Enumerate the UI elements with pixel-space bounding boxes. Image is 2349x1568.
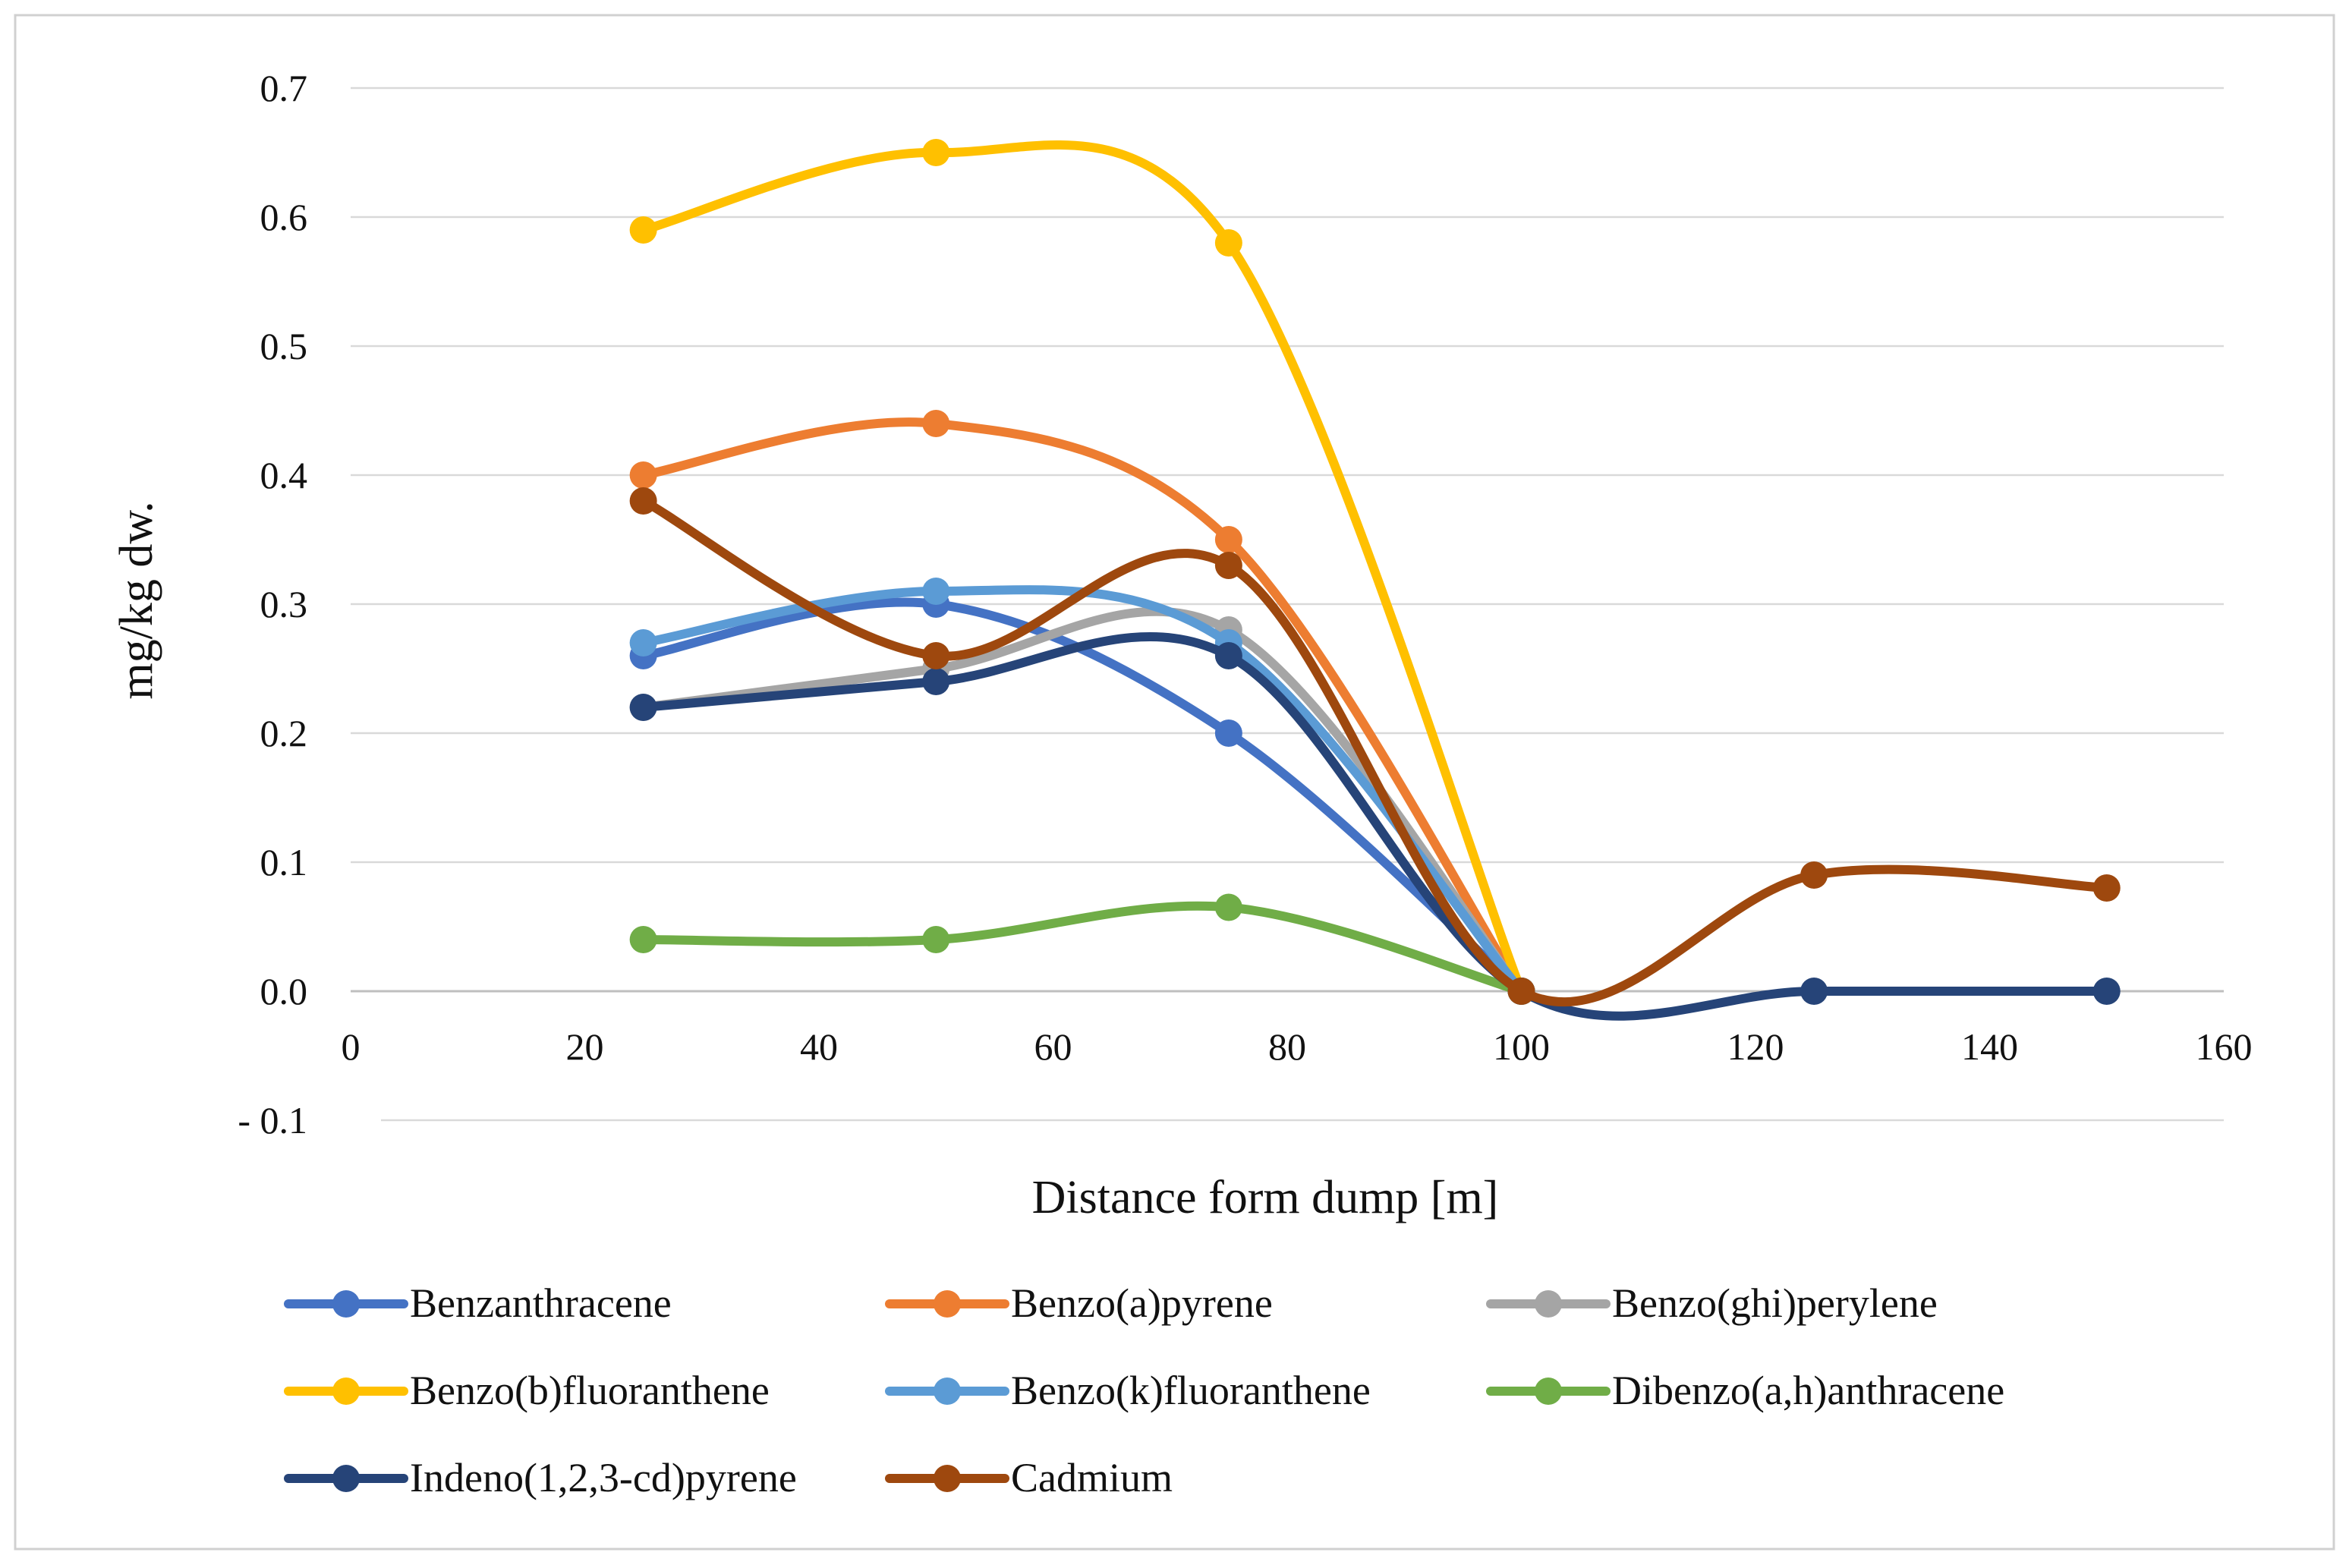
legend-item: Benzo(b)fluoranthene <box>284 1368 770 1413</box>
x-tick-label: 80 <box>1268 1025 1306 1068</box>
y-tick-label: - 0.1 <box>238 1099 307 1141</box>
data-point <box>629 629 657 656</box>
legend-marker <box>934 1465 961 1492</box>
legend-label: Benzo(b)fluoranthene <box>410 1368 770 1413</box>
data-point <box>922 668 950 695</box>
legend-label: Benzo(k)fluoranthene <box>1011 1368 1371 1413</box>
series-line <box>638 901 1526 996</box>
series-lines <box>629 139 2121 1021</box>
x-tick-label: 40 <box>800 1025 838 1068</box>
legend-label: Indeno(1,2,3-cd)pyrene <box>410 1455 797 1500</box>
y-tick-label: 0.5 <box>260 325 308 367</box>
chart-frame <box>14 14 2335 1551</box>
legend-marker <box>332 1378 360 1405</box>
data-point <box>1214 526 1242 553</box>
data-point <box>629 216 657 244</box>
data-point <box>922 139 950 166</box>
data-point <box>922 578 950 605</box>
y-tick-label: 0.0 <box>260 970 308 1012</box>
x-tick-label: 160 <box>2196 1025 2253 1068</box>
data-point <box>629 694 657 721</box>
legend-item: Benzo(ghi)perylene <box>1486 1280 1938 1326</box>
y-axis-title: mg/kg dw. <box>111 501 162 699</box>
series-line <box>638 417 1526 996</box>
x-tick-label: 100 <box>1493 1025 1550 1068</box>
x-tick-label: 60 <box>1034 1025 1072 1068</box>
data-point <box>629 926 657 953</box>
y-tick-label: 0.6 <box>260 196 308 238</box>
legend-marker <box>1535 1290 1562 1318</box>
x-tick-label: 140 <box>1961 1025 2018 1068</box>
legend-item: Cadmium <box>885 1455 1173 1500</box>
series-line <box>638 597 1526 996</box>
legend-label: Cadmium <box>1011 1455 1173 1500</box>
legend-item: Indeno(1,2,3-cd)pyrene <box>284 1455 797 1500</box>
data-point <box>2092 874 2121 902</box>
x-tick-label: 120 <box>1727 1025 1784 1068</box>
y-tick-label: 0.7 <box>260 67 308 109</box>
legend-item: Benzanthracene <box>284 1280 672 1326</box>
series-7 <box>629 487 2121 1006</box>
data-point <box>1800 978 1828 1005</box>
x-tick-label: 0 <box>342 1025 361 1068</box>
y-tick-label: 0.1 <box>260 841 308 883</box>
data-point <box>629 487 657 515</box>
y-tick-label: 0.3 <box>260 583 308 625</box>
legend-item: Benzo(a)pyrene <box>885 1280 1273 1326</box>
data-point <box>2092 978 2121 1005</box>
legend-label: Benzo(a)pyrene <box>1011 1280 1273 1326</box>
x-axis-title: Distance form dump [m] <box>1032 1172 1499 1223</box>
series-line <box>638 140 1526 996</box>
legend-label: Benzanthracene <box>410 1280 672 1326</box>
legend-marker <box>332 1290 360 1318</box>
y-tick-label: 0.4 <box>260 454 308 496</box>
data-point <box>1214 552 1242 579</box>
x-tick-label: 20 <box>566 1025 604 1068</box>
data-point <box>922 410 950 437</box>
series-line <box>638 632 2111 1021</box>
data-point <box>922 642 950 669</box>
legend-marker <box>1535 1378 1562 1405</box>
legend-item: Dibenzo(a,h)anthracene <box>1486 1368 2004 1413</box>
data-point <box>922 926 950 953</box>
data-point <box>1507 978 1535 1005</box>
data-point <box>1214 642 1242 669</box>
data-point <box>1214 229 1242 257</box>
legend: Benzanthracene Benzo(a)pyrene Benzo(ghi)pe… <box>284 1280 2004 1500</box>
data-point <box>1800 861 1828 889</box>
legend-label: Dibenzo(a,h)anthracene <box>1612 1368 2004 1413</box>
legend-item: Benzo(k)fluoranthene <box>885 1368 1371 1413</box>
data-point <box>1214 719 1242 747</box>
data-point <box>1214 893 1242 921</box>
y-tick-label: 0.2 <box>260 712 308 754</box>
data-point <box>629 461 657 489</box>
legend-marker <box>332 1465 360 1492</box>
legend-marker <box>934 1290 961 1318</box>
series-line <box>638 606 1526 996</box>
axes: - 0.1 0.0 0.1 0.2 0.3 0.4 0.5 0.6 0.7 0 20 40 60 80 10… <box>111 67 2253 1223</box>
legend-marker <box>934 1378 961 1405</box>
legend-label: Benzo(ghi)perylene <box>1612 1280 1938 1326</box>
